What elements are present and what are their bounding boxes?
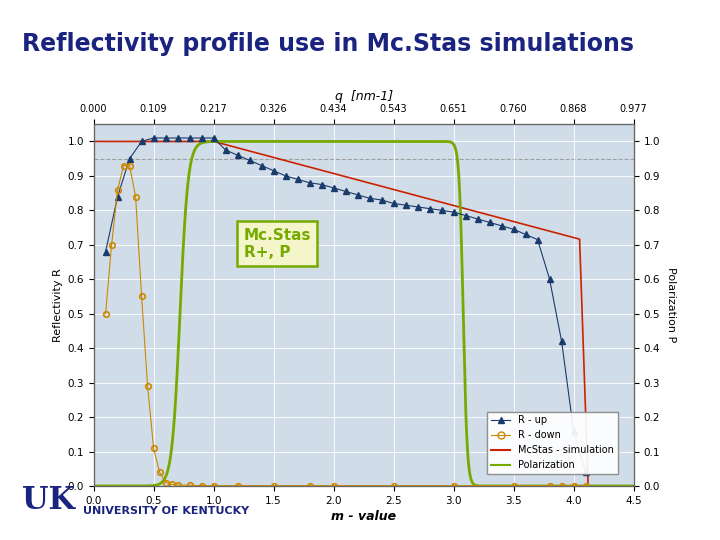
Y-axis label: Reflectivity R: Reflectivity R (53, 268, 63, 342)
Text: Reflectivity profile use in Mc.Stas simulations: Reflectivity profile use in Mc.Stas simu… (22, 32, 634, 56)
Legend: R - up, R - down, McStas - simulation, Polarization: R - up, R - down, McStas - simulation, P… (487, 411, 618, 474)
Text: UK: UK (22, 485, 75, 516)
Text: UNIVERSITY OF KENTUCKY: UNIVERSITY OF KENTUCKY (83, 505, 249, 516)
Text: Mc.Stas
R+, P: Mc.Stas R+, P (243, 227, 311, 260)
X-axis label: q  [nm-1]: q [nm-1] (335, 90, 392, 103)
X-axis label: m - value: m - value (331, 510, 396, 523)
Y-axis label: Polarization P: Polarization P (667, 267, 677, 343)
